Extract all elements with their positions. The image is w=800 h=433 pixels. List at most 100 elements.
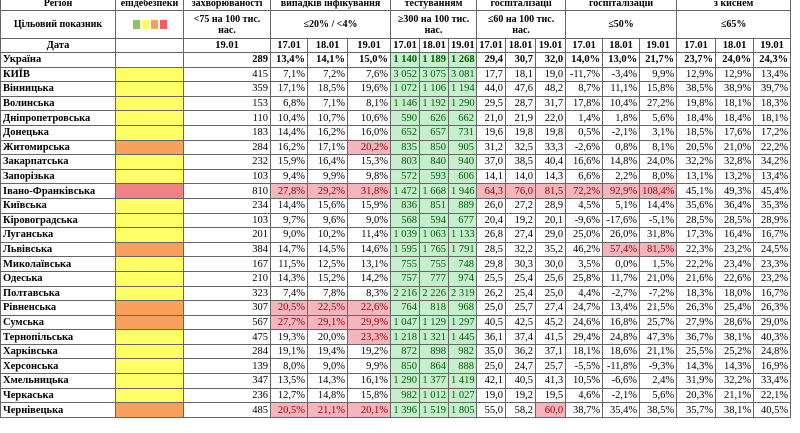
value: 21,9 — [505, 110, 537, 126]
value: 25,5 — [476, 270, 507, 287]
value: 16,0% — [347, 124, 391, 141]
value: 47,6 — [505, 81, 537, 97]
value: 1 012 — [419, 387, 449, 404]
value: 21,0% — [639, 270, 678, 287]
value: 21,1% — [639, 343, 678, 360]
value: 323 — [183, 285, 271, 302]
level-cell — [115, 154, 184, 170]
value: 19,8 — [505, 124, 537, 141]
value: 11,4% — [347, 227, 391, 243]
value: 37,0 — [476, 154, 507, 170]
value: 22,2% — [676, 256, 717, 272]
value: 284 — [183, 139, 271, 156]
value: 7,8% — [307, 285, 348, 302]
value: 36,2 — [505, 343, 537, 360]
value: 23,4% — [715, 256, 755, 272]
data-row: Кіровоградська 103 9,7% 9,6% 9,0% 568 594 677 20… — [0, 212, 792, 229]
value: 18,6% — [602, 343, 641, 360]
value: -5,1% — [639, 212, 678, 229]
value: 284 — [183, 343, 271, 360]
value: 41,3 — [535, 373, 567, 389]
region: Івано-Франківська — [0, 183, 116, 199]
value: 40,5 — [476, 314, 507, 331]
date-row: Дата 19.01 17.01 18.01 19.01 17.01 18.01 19.01… — [0, 38, 792, 53]
value: 7,6% — [347, 66, 391, 83]
value: 29,5 — [476, 95, 507, 112]
value: 19,0 — [535, 66, 567, 83]
level-cell — [115, 329, 184, 345]
value: 36,7% — [676, 329, 717, 345]
value: 15,9% — [347, 197, 391, 214]
value: 16,4% — [307, 154, 348, 170]
value: 40,4 — [535, 154, 567, 170]
value: 5,1% — [602, 197, 641, 214]
value: 47,3% — [639, 329, 678, 345]
value: 8,0% — [270, 358, 308, 375]
value: 234 — [183, 197, 271, 214]
value: 17,3% — [676, 227, 717, 243]
value: -9,6% — [565, 212, 604, 229]
value: 29,9% — [347, 314, 391, 331]
value: 35,6% — [676, 197, 717, 214]
level-cell — [115, 212, 184, 229]
value: 15,8% — [639, 81, 678, 97]
level-cell — [115, 285, 184, 302]
value: 1 268 — [447, 52, 478, 68]
value: 2,2% — [602, 168, 641, 185]
value: 26,0% — [602, 227, 641, 243]
data-row: Чернівецька 485 20,5% 21,1% 20,1% 1 396 1 519 1… — [0, 402, 792, 418]
region: Київська — [0, 197, 116, 214]
region: Черкаська — [0, 387, 116, 404]
date: 19.01 — [447, 38, 478, 53]
value: 662 — [447, 110, 478, 126]
value: 13,4% — [602, 300, 641, 316]
column-header: госпіталізацій — [565, 0, 678, 11]
value: 27,4 — [505, 227, 537, 243]
value: 7,2% — [307, 66, 348, 83]
date: 17.01 — [270, 38, 308, 53]
value: 25,7 — [505, 300, 537, 316]
value: 8,3% — [347, 285, 391, 302]
data-row: Миколаївська 167 11,5% 12,5% 13,1% 755 755 748 2… — [0, 256, 792, 272]
data-row: Полтавська 323 7,4% 7,8% 8,3% 2 216 2 226 2 319… — [0, 285, 792, 302]
value: 14,0% — [565, 52, 604, 68]
value: 28,5 — [476, 241, 507, 258]
value: 14,8% — [307, 387, 348, 404]
value: 27,4 — [535, 300, 567, 316]
value: 18,1% — [715, 95, 755, 112]
value: 764 — [390, 300, 420, 316]
data-row: Україна 289 13,4% 14,1% 15,0% 1 140 1 189 1 268… — [0, 52, 792, 68]
value: 28,7 — [505, 95, 537, 112]
value: 20,2% — [347, 139, 391, 156]
value: 26,3% — [753, 300, 792, 316]
data-row: КИЇВ 415 7,1% 7,2% 7,6% 3 052 3 075 3 081 17,7 18… — [0, 66, 792, 83]
value: 42,5 — [505, 314, 537, 331]
value: 27,7% — [270, 314, 308, 331]
value: 9,7% — [270, 212, 308, 229]
value: 888 — [447, 358, 478, 375]
date: 18.01 — [715, 38, 755, 53]
date: 18.01 — [307, 38, 348, 53]
value: 1 027 — [447, 387, 478, 404]
value: 15,8% — [347, 387, 391, 404]
value: 1 377 — [419, 373, 449, 389]
value: 20,5% — [270, 300, 308, 316]
value: 16,9% — [753, 358, 792, 375]
value: 27,8% — [270, 183, 308, 199]
value: 23,7% — [676, 52, 717, 68]
level-cell — [115, 197, 184, 214]
value: 14,1% — [307, 52, 348, 68]
value: 35,2 — [535, 241, 567, 258]
value: 32,2 — [505, 241, 537, 258]
value: 103 — [183, 212, 271, 229]
value: 8,1% — [639, 139, 678, 156]
value: 25,6 — [535, 270, 567, 287]
value: 58,2 — [505, 402, 537, 418]
value: 415 — [183, 66, 271, 83]
value: 982 — [447, 343, 478, 360]
data-row: Херсонська 139 8,0% 9,0% 9,9% 850 864 888 25,0 24… — [0, 358, 792, 375]
value: 652 — [390, 124, 420, 141]
value: 19,4% — [307, 343, 348, 360]
level-cell — [115, 402, 184, 418]
value: 1 140 — [390, 52, 420, 68]
